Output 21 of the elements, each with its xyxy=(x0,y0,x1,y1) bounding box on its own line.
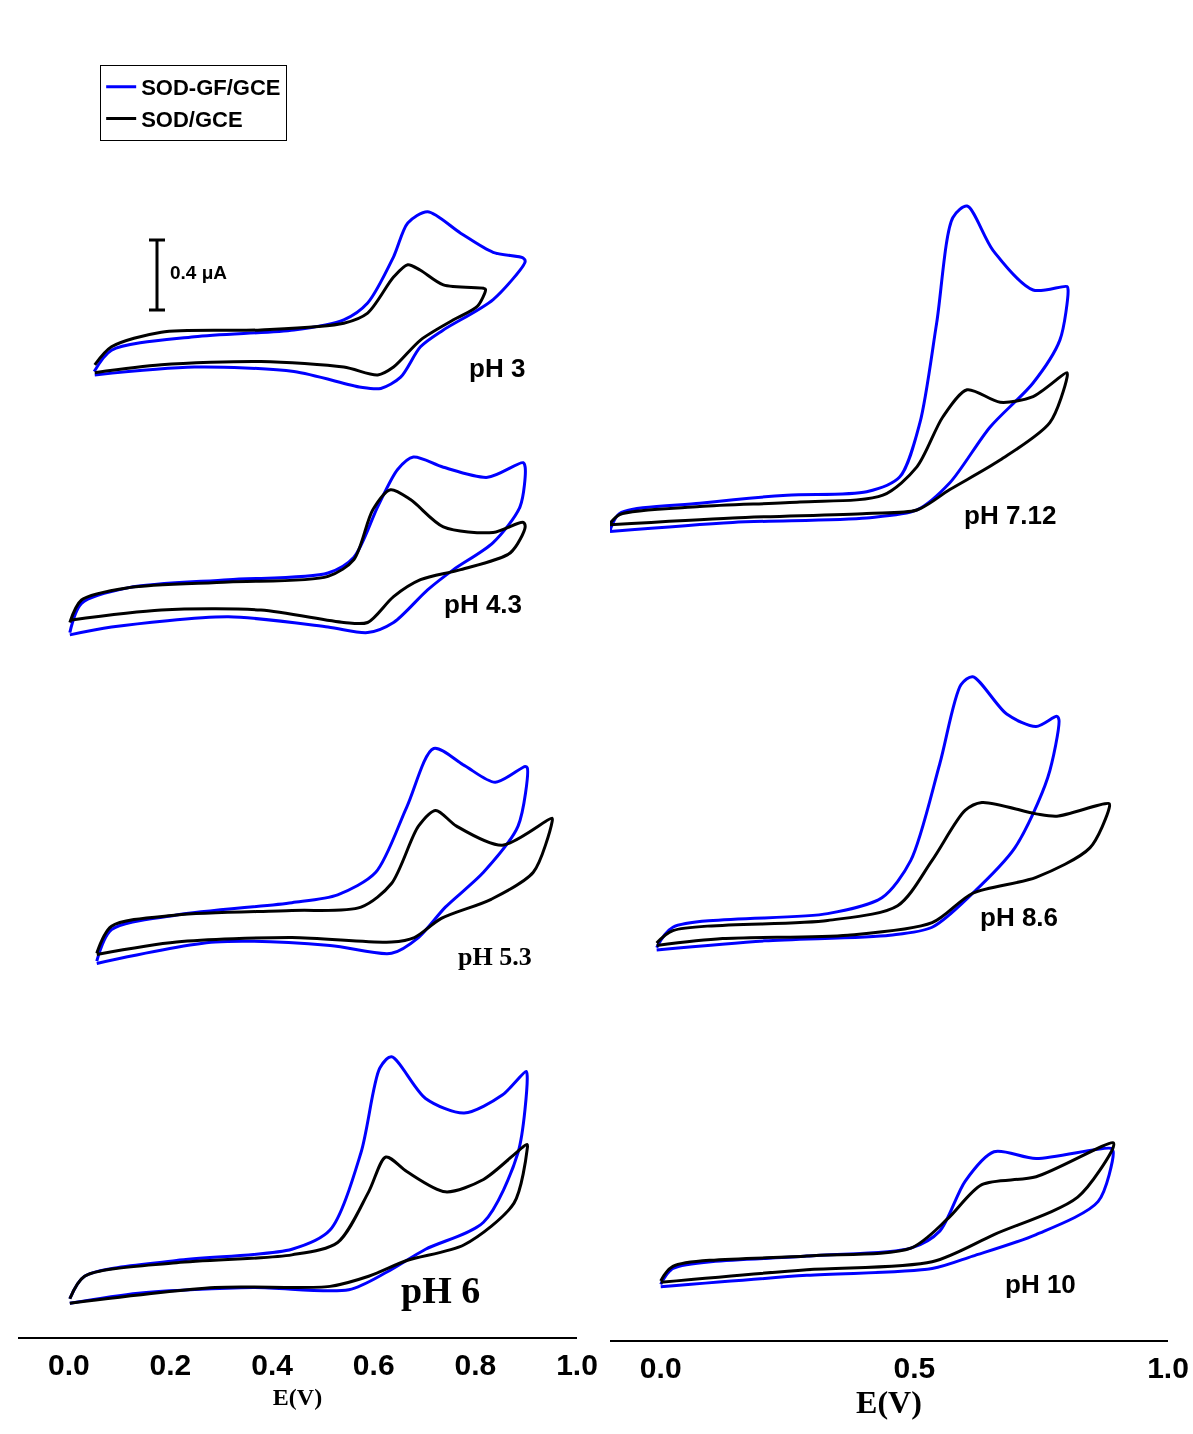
x-axis-title: E(V) xyxy=(272,1383,323,1410)
annotation: pH 8.6 xyxy=(980,902,1059,932)
legend-label: SOD-GF/GCE xyxy=(141,75,281,101)
annotation: pH 4.3 xyxy=(444,589,523,619)
annotation: pH 10 xyxy=(1005,1269,1076,1299)
annotation: 0.4 μA xyxy=(170,262,228,283)
x-tick-label: 0.6 xyxy=(352,1348,395,1381)
annotation: pH 5.3 xyxy=(458,942,532,971)
x-tick-label: 1.0 xyxy=(556,1348,598,1381)
x-tick-label: 0.4 xyxy=(251,1348,294,1381)
legend-label: SOD/GCE xyxy=(141,106,243,132)
x-tick-label: 0.8 xyxy=(454,1348,497,1381)
x-tick-label: 0.5 xyxy=(893,1351,936,1384)
x-tick-label: 0.0 xyxy=(639,1351,682,1384)
x-axis-title: E(V) xyxy=(856,1384,922,1421)
x-tick-label: 1.0 xyxy=(1147,1351,1189,1384)
annotation: pH 3 xyxy=(469,353,526,383)
annotation: pH 6 xyxy=(401,1269,481,1311)
annotation: pH 7.12 xyxy=(964,500,1057,530)
x-tick-label: 0.0 xyxy=(47,1348,90,1381)
x-tick-label: 0.2 xyxy=(149,1348,192,1381)
